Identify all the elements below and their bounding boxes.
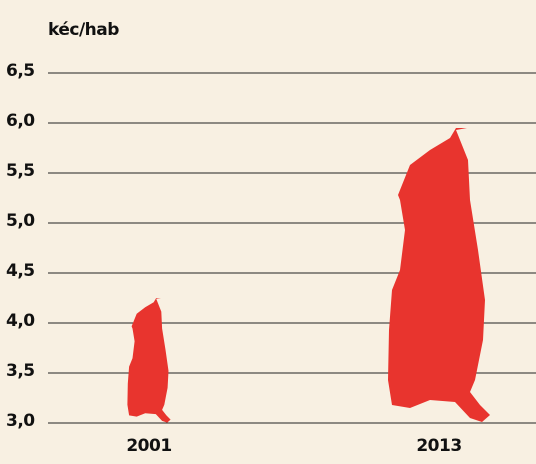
chart: kéc/hab 3,0 3,5 4,0 4,5 5,0 5,5 6,0 6,5 2001 2013	[0, 0, 536, 464]
y-tick-label: 5,5	[6, 161, 35, 181]
x-tick-label: 2001	[126, 436, 171, 456]
y-tick-label: 5,0	[6, 211, 35, 231]
y-tick-label: 4,5	[6, 261, 35, 281]
y-tick-label: 6,0	[6, 111, 35, 131]
y-tick-label: 3,0	[6, 411, 35, 431]
y-axis-label: kéc/hab	[48, 20, 119, 40]
y-tick-label: 4,0	[6, 311, 35, 331]
y-tick-label: 3,5	[6, 361, 35, 381]
x-tick-label: 2013	[416, 436, 461, 456]
y-tick-label: 6,5	[6, 61, 35, 81]
